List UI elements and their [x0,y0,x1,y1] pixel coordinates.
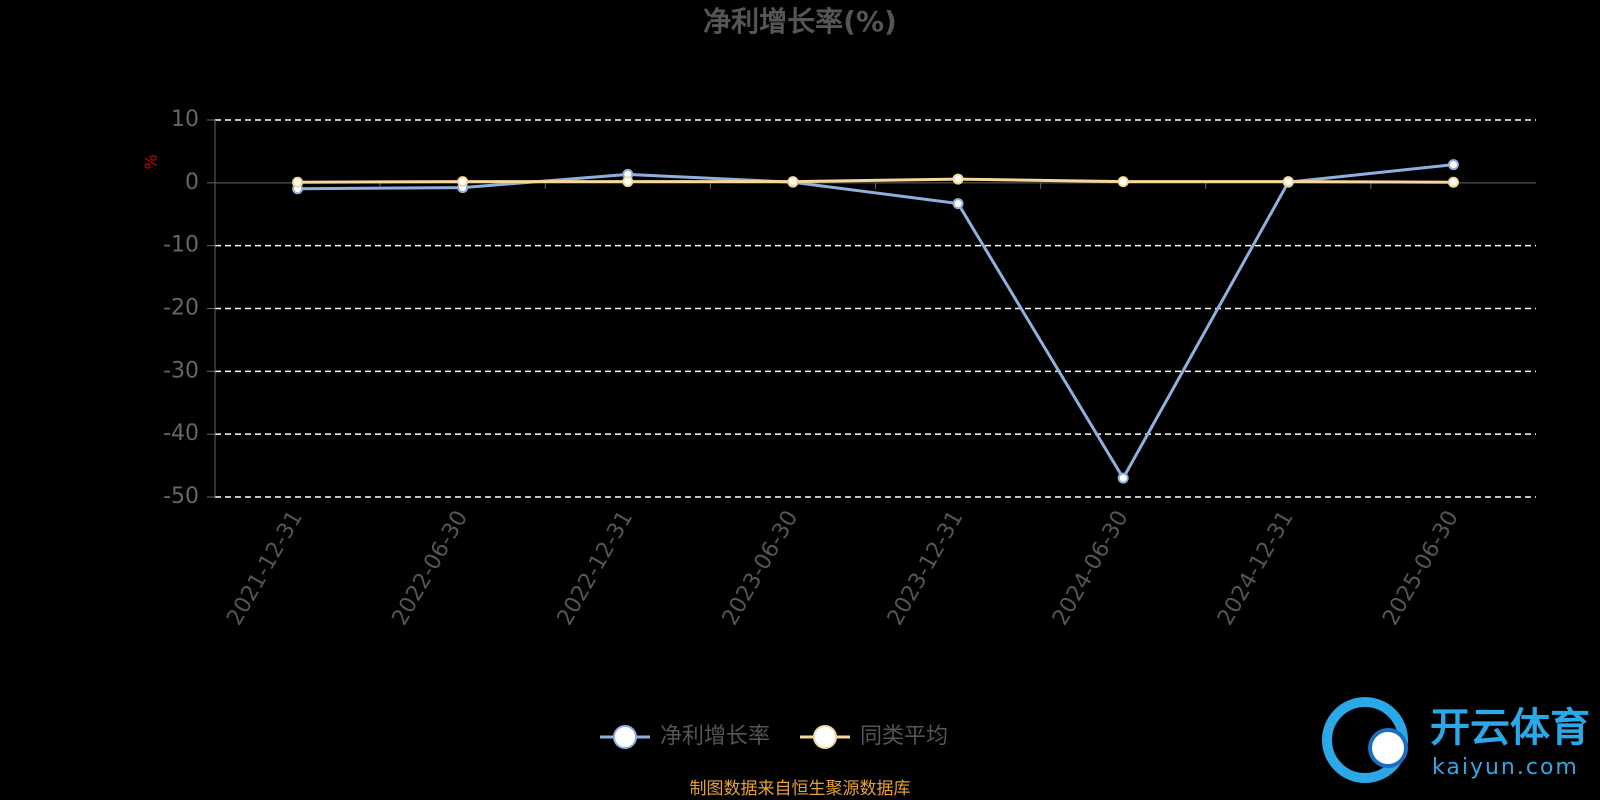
y-tick-label: -20 [163,296,199,321]
y-tick-label: -10 [163,233,199,258]
data-point [1117,176,1129,188]
x-tick-label: 2022-12-31 [553,507,639,630]
legend-label: 净利增长率 [660,724,770,749]
x-tick-label: 2025-06-30 [1378,507,1464,630]
footnote: 制图数据来自恒生聚源数据库 [690,779,911,799]
logo-ball [1368,728,1408,768]
legend-marker [613,725,637,749]
legend-marker [813,725,837,749]
data-point [622,176,634,188]
y-tick-label: -50 [163,484,199,509]
y-tick-label: -30 [163,358,199,383]
watermark-brand: 开云体育 [1430,705,1590,751]
data-point [787,176,799,188]
y-axis-label: % [142,154,161,169]
y-tick-label: -40 [163,421,199,446]
series-line [297,177,1454,184]
chart-title: 净利增长率(%) [703,5,897,38]
y-tick-label: 10 [171,107,199,132]
y-tick-label: 0 [185,170,199,195]
x-tick-label: 2024-06-30 [1048,507,1134,630]
data-point [952,198,964,210]
data-point [1447,176,1459,188]
x-tick-label: 2022-06-30 [387,507,473,630]
data-point [952,173,964,185]
legend-label: 同类平均 [860,724,948,749]
x-tick-label: 2023-06-30 [718,507,804,630]
series-line [297,163,1454,482]
watermark-site: kaiyun.com [1432,755,1579,780]
x-tick-label: 2024-12-31 [1213,507,1299,630]
data-point [457,176,469,188]
data-point [1447,159,1459,171]
watermark: 开云体育 kaiyun.com [1322,697,1590,783]
data-point [292,176,304,188]
data-point [1117,472,1129,484]
data-point [1282,176,1294,188]
x-tick-label: 2021-12-31 [222,507,308,630]
x-tick-label: 2023-12-31 [883,507,969,630]
